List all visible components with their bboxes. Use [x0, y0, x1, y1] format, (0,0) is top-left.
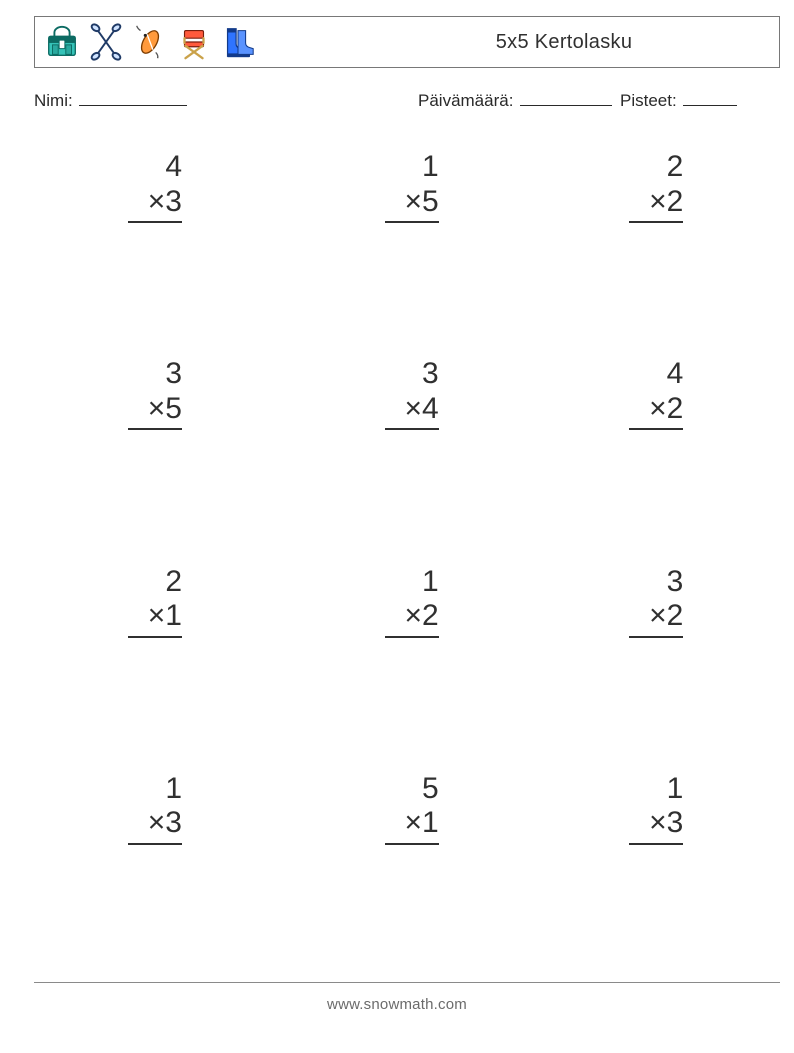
problem-cell: 3 ×4 — [283, 343, 532, 550]
multiplicand: 1 — [128, 772, 182, 807]
multiplier: ×2 — [629, 392, 683, 431]
bag-icon — [43, 23, 81, 61]
problem-stack: 4 ×2 — [629, 357, 683, 430]
multiplicand: 3 — [629, 565, 683, 600]
multiplicand: 3 — [128, 357, 182, 392]
meta-date: Päivämäärä: — [418, 88, 612, 111]
problem-cell: 2 ×1 — [34, 551, 283, 758]
date-label: Päivämäärä: — [418, 91, 513, 110]
multiplier: ×3 — [128, 185, 182, 224]
multiplier: ×2 — [629, 599, 683, 638]
multiplicand: 3 — [385, 357, 439, 392]
problem-cell: 1 ×2 — [283, 551, 532, 758]
header-band: 5x5 Kertolasku — [34, 16, 780, 68]
problem-stack: 3 ×4 — [385, 357, 439, 430]
lure-icon — [131, 23, 169, 61]
problem-stack: 1 ×3 — [629, 772, 683, 845]
multiplicand: 2 — [629, 150, 683, 185]
multiplicand: 5 — [385, 772, 439, 807]
multiplicand: 4 — [629, 357, 683, 392]
multiplier: ×1 — [385, 806, 439, 845]
footer-rule — [34, 982, 780, 983]
multiplier: ×5 — [128, 392, 182, 431]
header-icon-strip — [35, 23, 257, 61]
multiplicand: 1 — [629, 772, 683, 807]
problem-stack: 1 ×5 — [385, 150, 439, 223]
multiplier: ×3 — [128, 806, 182, 845]
problem-stack: 3 ×5 — [128, 357, 182, 430]
name-label: Nimi: — [34, 91, 73, 110]
problem-stack: 2 ×1 — [128, 565, 182, 638]
problem-cell: 5 ×1 — [283, 758, 532, 965]
multiplier: ×1 — [128, 599, 182, 638]
multiplicand: 2 — [128, 565, 182, 600]
paddles-icon — [87, 23, 125, 61]
problem-cell: 2 ×2 — [531, 136, 780, 343]
multiplier: ×3 — [629, 806, 683, 845]
problem-cell: 1 ×3 — [531, 758, 780, 965]
problem-cell: 4 ×3 — [34, 136, 283, 343]
multiplicand: 4 — [128, 150, 182, 185]
problem-stack: 1 ×3 — [128, 772, 182, 845]
problem-stack: 5 ×1 — [385, 772, 439, 845]
date-blank[interactable] — [520, 88, 612, 106]
problem-cell: 4 ×2 — [531, 343, 780, 550]
multiplier: ×2 — [385, 599, 439, 638]
multiplicand: 1 — [385, 150, 439, 185]
multiplier: ×2 — [629, 185, 683, 224]
footer-text: www.snowmath.com — [0, 996, 794, 1013]
problem-cell: 1 ×5 — [283, 136, 532, 343]
problem-cell: 1 ×3 — [34, 758, 283, 965]
meta-score: Pisteet: — [620, 88, 737, 111]
meta-name: Nimi: — [34, 88, 187, 111]
multiplier: ×4 — [385, 392, 439, 431]
score-blank[interactable] — [683, 88, 737, 106]
multiplicand: 1 — [385, 565, 439, 600]
worksheet-page: 5x5 Kertolasku Nimi: Päivämäärä: Pisteet… — [0, 0, 794, 1053]
problem-stack: 2 ×2 — [629, 150, 683, 223]
problem-stack: 3 ×2 — [629, 565, 683, 638]
meta-row: Nimi: Päivämäärä: Pisteet: — [34, 88, 780, 111]
problem-stack: 4 ×3 — [128, 150, 182, 223]
boots-icon — [219, 23, 257, 61]
problem-cell: 3 ×2 — [531, 551, 780, 758]
score-label: Pisteet: — [620, 91, 677, 110]
problems-grid: 4 ×3 1 ×5 2 ×2 3 ×5 3 ×4 — [34, 136, 780, 965]
multiplier: ×5 — [385, 185, 439, 224]
name-blank[interactable] — [79, 88, 187, 106]
chair-icon — [175, 23, 213, 61]
problem-stack: 1 ×2 — [385, 565, 439, 638]
problem-cell: 3 ×5 — [34, 343, 283, 550]
